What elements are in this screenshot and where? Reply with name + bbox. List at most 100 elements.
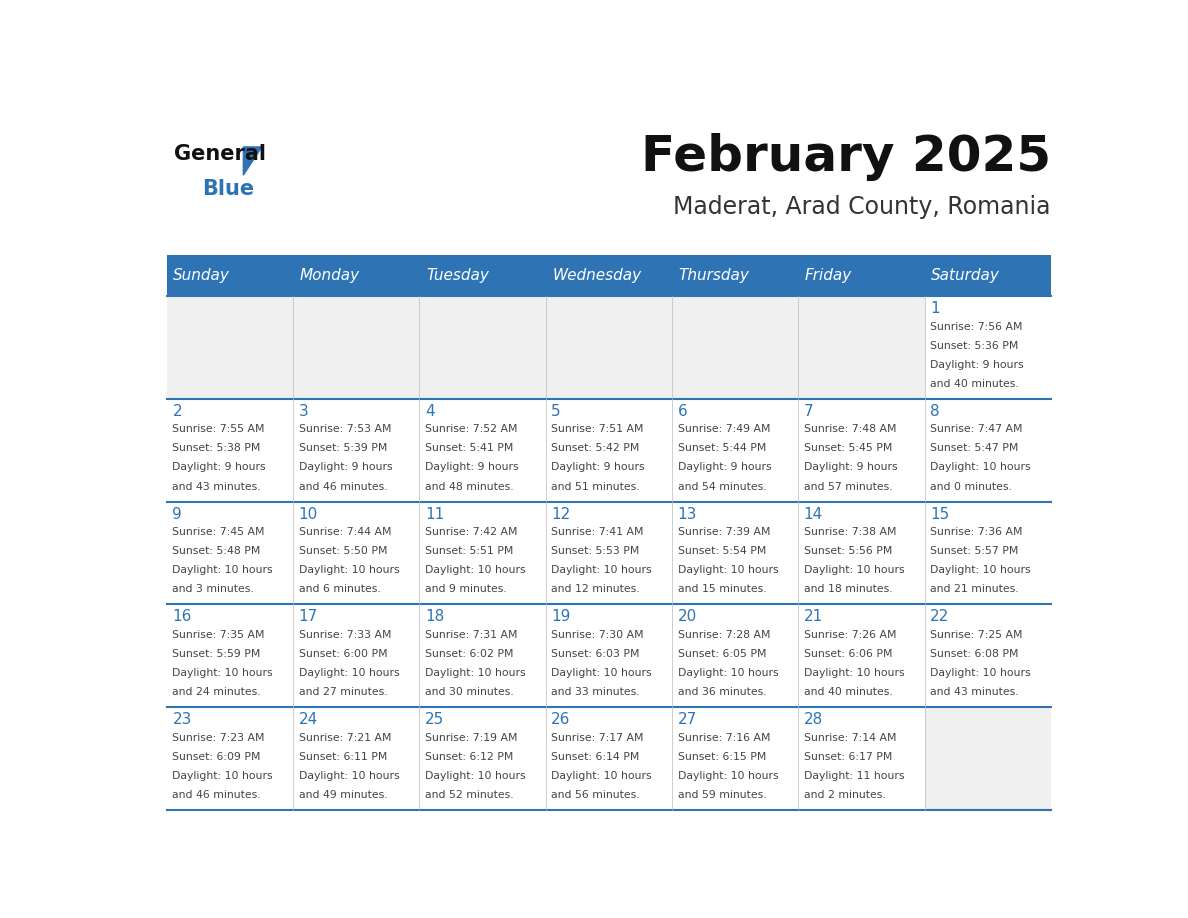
Text: 15: 15 (930, 507, 949, 521)
Text: 22: 22 (930, 610, 949, 624)
Text: Daylight: 10 hours: Daylight: 10 hours (930, 668, 1031, 678)
Text: and 12 minutes.: and 12 minutes. (551, 585, 640, 594)
Text: Sunrise: 7:21 AM: Sunrise: 7:21 AM (298, 733, 391, 743)
Text: 5: 5 (551, 404, 561, 419)
Text: Daylight: 10 hours: Daylight: 10 hours (677, 771, 778, 781)
Text: and 33 minutes.: and 33 minutes. (551, 687, 640, 697)
Text: 6: 6 (677, 404, 687, 419)
Text: 1: 1 (930, 301, 940, 316)
Text: Sunset: 5:57 PM: Sunset: 5:57 PM (930, 546, 1018, 556)
Text: 28: 28 (804, 712, 823, 727)
Text: Sunrise: 7:25 AM: Sunrise: 7:25 AM (930, 630, 1023, 640)
Text: Daylight: 10 hours: Daylight: 10 hours (425, 668, 525, 678)
Text: Daylight: 11 hours: Daylight: 11 hours (804, 771, 904, 781)
Text: Daylight: 10 hours: Daylight: 10 hours (551, 565, 652, 576)
Bar (293, 707, 419, 810)
Text: Sunrise: 7:28 AM: Sunrise: 7:28 AM (677, 630, 770, 640)
Text: Sunset: 6:08 PM: Sunset: 6:08 PM (930, 649, 1018, 659)
Text: Sunrise: 7:55 AM: Sunrise: 7:55 AM (172, 424, 265, 434)
Text: Daylight: 9 hours: Daylight: 9 hours (298, 463, 392, 473)
Text: Sunset: 5:56 PM: Sunset: 5:56 PM (804, 546, 892, 556)
Text: 7: 7 (804, 404, 814, 419)
Text: 27: 27 (677, 712, 696, 727)
Bar (672, 501, 798, 604)
Bar (798, 707, 924, 810)
Text: Sunset: 5:53 PM: Sunset: 5:53 PM (551, 546, 639, 556)
Text: 8: 8 (930, 404, 940, 419)
Text: Wednesday: Wednesday (552, 268, 642, 283)
Text: 24: 24 (298, 712, 318, 727)
Text: Daylight: 10 hours: Daylight: 10 hours (930, 463, 1031, 473)
Text: Daylight: 10 hours: Daylight: 10 hours (804, 565, 904, 576)
Bar (419, 398, 545, 501)
Text: Sunrise: 7:45 AM: Sunrise: 7:45 AM (172, 527, 265, 537)
Text: Daylight: 10 hours: Daylight: 10 hours (172, 771, 273, 781)
Text: Daylight: 10 hours: Daylight: 10 hours (551, 771, 652, 781)
Text: 11: 11 (425, 507, 444, 521)
Text: Sunset: 5:45 PM: Sunset: 5:45 PM (804, 443, 892, 453)
Text: and 43 minutes.: and 43 minutes. (172, 482, 261, 491)
Text: and 3 minutes.: and 3 minutes. (172, 585, 254, 594)
Bar (166, 398, 293, 501)
Bar (798, 297, 924, 398)
Text: and 59 minutes.: and 59 minutes. (677, 789, 766, 800)
Text: and 15 minutes.: and 15 minutes. (677, 585, 766, 594)
Text: Sunset: 6:11 PM: Sunset: 6:11 PM (298, 752, 387, 762)
Bar (419, 604, 545, 707)
Text: and 2 minutes.: and 2 minutes. (804, 789, 885, 800)
Text: 12: 12 (551, 507, 570, 521)
Text: 25: 25 (425, 712, 444, 727)
Text: Sunset: 5:41 PM: Sunset: 5:41 PM (425, 443, 513, 453)
Text: Sunset: 6:05 PM: Sunset: 6:05 PM (677, 649, 766, 659)
Bar (924, 297, 1051, 398)
Text: Sunrise: 7:51 AM: Sunrise: 7:51 AM (551, 424, 644, 434)
Text: Sunrise: 7:30 AM: Sunrise: 7:30 AM (551, 630, 644, 640)
Text: 20: 20 (677, 610, 696, 624)
Bar (419, 297, 545, 398)
Text: 10: 10 (298, 507, 318, 521)
Polygon shape (244, 147, 261, 175)
Text: and 56 minutes.: and 56 minutes. (551, 789, 640, 800)
Text: 9: 9 (172, 507, 182, 521)
Bar (672, 398, 798, 501)
Text: Sunset: 5:39 PM: Sunset: 5:39 PM (298, 443, 387, 453)
Text: Sunrise: 7:47 AM: Sunrise: 7:47 AM (930, 424, 1023, 434)
Text: Daylight: 9 hours: Daylight: 9 hours (425, 463, 519, 473)
Bar (293, 604, 419, 707)
Bar (166, 501, 293, 604)
Text: Daylight: 10 hours: Daylight: 10 hours (930, 565, 1031, 576)
Text: Sunrise: 7:26 AM: Sunrise: 7:26 AM (804, 630, 896, 640)
Bar (924, 398, 1051, 501)
Text: 16: 16 (172, 610, 191, 624)
Text: 4: 4 (425, 404, 435, 419)
Text: 2: 2 (172, 404, 182, 419)
Text: Daylight: 10 hours: Daylight: 10 hours (677, 565, 778, 576)
Text: and 49 minutes.: and 49 minutes. (298, 789, 387, 800)
Text: Daylight: 9 hours: Daylight: 9 hours (930, 360, 1024, 370)
Text: Daylight: 10 hours: Daylight: 10 hours (804, 668, 904, 678)
Text: Sunset: 6:02 PM: Sunset: 6:02 PM (425, 649, 513, 659)
Text: Saturday: Saturday (931, 268, 1000, 283)
Text: 23: 23 (172, 712, 191, 727)
Bar (293, 501, 419, 604)
Text: and 21 minutes.: and 21 minutes. (930, 585, 1018, 594)
Text: 14: 14 (804, 507, 823, 521)
Text: and 54 minutes.: and 54 minutes. (677, 482, 766, 491)
Text: Sunrise: 7:16 AM: Sunrise: 7:16 AM (677, 733, 770, 743)
Text: Sunset: 5:54 PM: Sunset: 5:54 PM (677, 546, 766, 556)
Text: Sunset: 6:14 PM: Sunset: 6:14 PM (551, 752, 639, 762)
Bar (545, 501, 672, 604)
Bar (672, 707, 798, 810)
Text: Sunset: 5:48 PM: Sunset: 5:48 PM (172, 546, 261, 556)
Text: Sunset: 5:42 PM: Sunset: 5:42 PM (551, 443, 639, 453)
Bar (419, 501, 545, 604)
Text: Sunset: 5:44 PM: Sunset: 5:44 PM (677, 443, 766, 453)
Bar (293, 398, 419, 501)
Text: and 0 minutes.: and 0 minutes. (930, 482, 1012, 491)
Text: Sunset: 5:36 PM: Sunset: 5:36 PM (930, 341, 1018, 351)
Text: and 27 minutes.: and 27 minutes. (298, 687, 387, 697)
Text: Sunrise: 7:52 AM: Sunrise: 7:52 AM (425, 424, 518, 434)
Bar (545, 707, 672, 810)
Text: Friday: Friday (804, 268, 852, 283)
Text: Blue: Blue (202, 179, 254, 199)
